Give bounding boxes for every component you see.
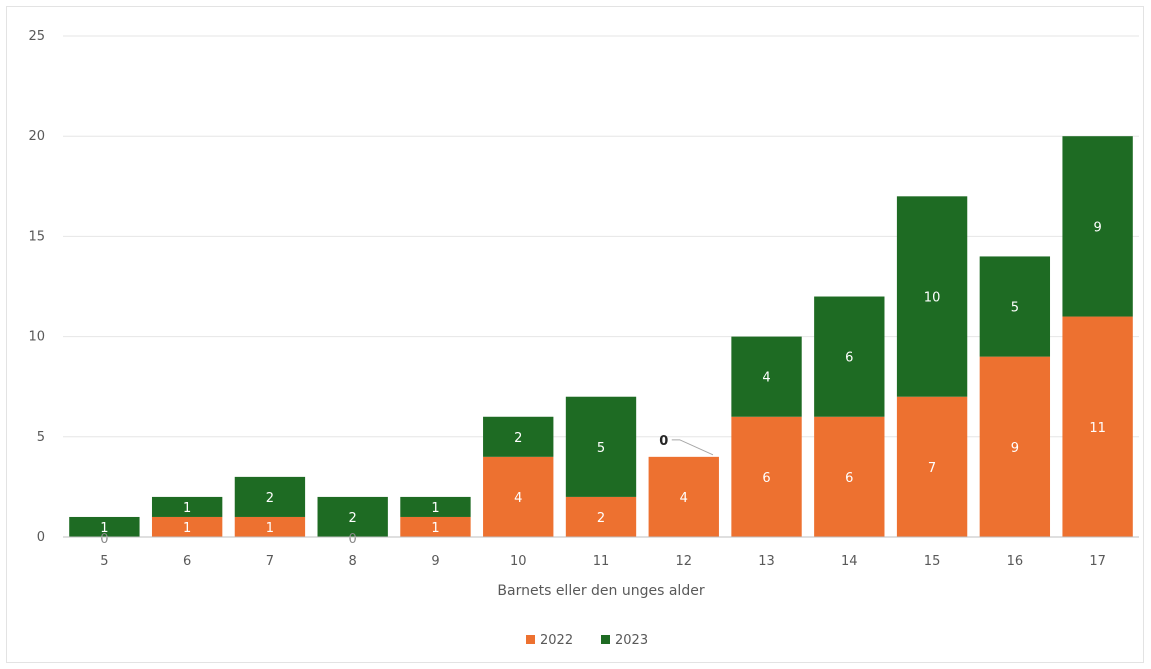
bars [69,136,1133,537]
x-tick-label: 15 [924,554,941,569]
bar-2023-10 [483,416,554,457]
data-label-2022-16: 9 [1011,441,1019,456]
bar-2023-5 [69,516,140,537]
bar-2023-6 [151,496,223,517]
y-tick-label: 25 [28,29,45,44]
data-label-2023-15: 10 [924,291,941,306]
x-tick-label: 9 [431,554,439,569]
legend: 2022 2023 [526,633,648,648]
y-tick-label: 15 [28,229,45,244]
x-tick-label: 10 [510,554,527,569]
bar-2023-14 [814,296,885,417]
bar-2023-11 [565,396,637,497]
x-tick-label: 6 [183,554,191,569]
x-tick-label: 17 [1089,554,1106,569]
chart-frame: 0 5 10 15 20 25 0 1 1 1 1 2 0 2 1 1 4 2 2 5 4 0 6 4 6 6 7 10 9 5 11 9 … [6,6,1144,663]
legend-swatch-2022 [526,635,535,644]
legend-label-2022: 2022 [540,633,573,648]
x-tick-label: 13 [758,554,775,569]
gridlines [63,35,1139,438]
bar-2023-15 [896,196,968,397]
data-label-2022-6: 1 [183,521,191,536]
data-label-2023-8: 2 [349,511,357,526]
bar-2022-14 [814,416,885,537]
y-tick-label: 20 [28,129,45,144]
bar-2022-10 [483,456,554,537]
legend-label-2023: 2023 [615,633,648,648]
bar-2023-9 [400,496,471,517]
bar-2023-13 [731,336,802,417]
x-tick-label: 11 [593,554,610,569]
data-label-2023-9: 1 [431,501,439,516]
x-tick-label: 16 [1007,554,1024,569]
data-label-2023-11: 5 [597,441,605,456]
y-tick-label: 0 [37,530,45,545]
data-label-2022-7: 1 [266,521,274,536]
data-label-2023-10: 2 [514,431,522,446]
bar-2022-16 [979,356,1051,537]
data-label-2022-12: 4 [680,491,688,506]
data-label-2022-9: 1 [431,521,439,536]
x-tick-label: 5 [100,554,108,569]
data-label-2022-5: 0 [100,532,108,547]
legend-swatch-2023 [601,635,610,644]
bar-2022-15 [896,396,968,537]
bar-2023-8 [317,496,388,537]
x-axis-tick-labels: 5 6 7 8 9 10 11 12 13 14 15 16 17 [100,554,1106,569]
bar-2022-11 [565,496,637,537]
data-label-2022-10: 4 [514,491,522,506]
y-tick-label: 10 [28,330,45,345]
data-label-2023-17: 9 [1093,220,1101,235]
bar-2022-12 [648,456,719,537]
x-tick-label: 14 [841,554,858,569]
bar-2023-7 [234,476,306,517]
bar-2022-13 [731,416,802,537]
data-label-2023-16: 5 [1011,301,1019,316]
data-label-2023-13: 4 [762,371,770,386]
data-label-leader-line [671,439,714,456]
x-tick-label: 12 [675,554,692,569]
bar-2022-17 [1062,316,1133,537]
bar-2023-16 [979,256,1051,357]
x-tick-label: 7 [266,554,274,569]
data-label-2023-7: 2 [266,491,274,506]
data-label-2022-8: 0 [349,532,357,547]
data-label-2022-17: 11 [1089,421,1106,436]
bar-2022-7 [234,516,306,537]
data-label-2022-11: 2 [597,511,605,526]
data-label-2023-12: 0 [659,434,668,449]
x-tick-label: 8 [349,554,357,569]
data-label-2022-13: 6 [762,471,770,486]
x-axis-title: Barnets eller den unges alder [497,583,704,599]
data-label-2022-15: 7 [928,461,936,476]
data-label-2023-5: 1 [100,521,108,536]
y-tick-label: 5 [37,430,45,445]
data-label-2022-14: 6 [845,471,853,486]
bar-2022-9 [400,516,471,537]
data-label-2023-14: 6 [845,351,853,366]
bar-2023-17 [1062,136,1133,317]
y-axis-tick-labels: 0 5 10 15 20 25 [28,29,45,545]
bar-2022-6 [151,516,223,537]
data-label-2023-6: 1 [183,501,191,516]
